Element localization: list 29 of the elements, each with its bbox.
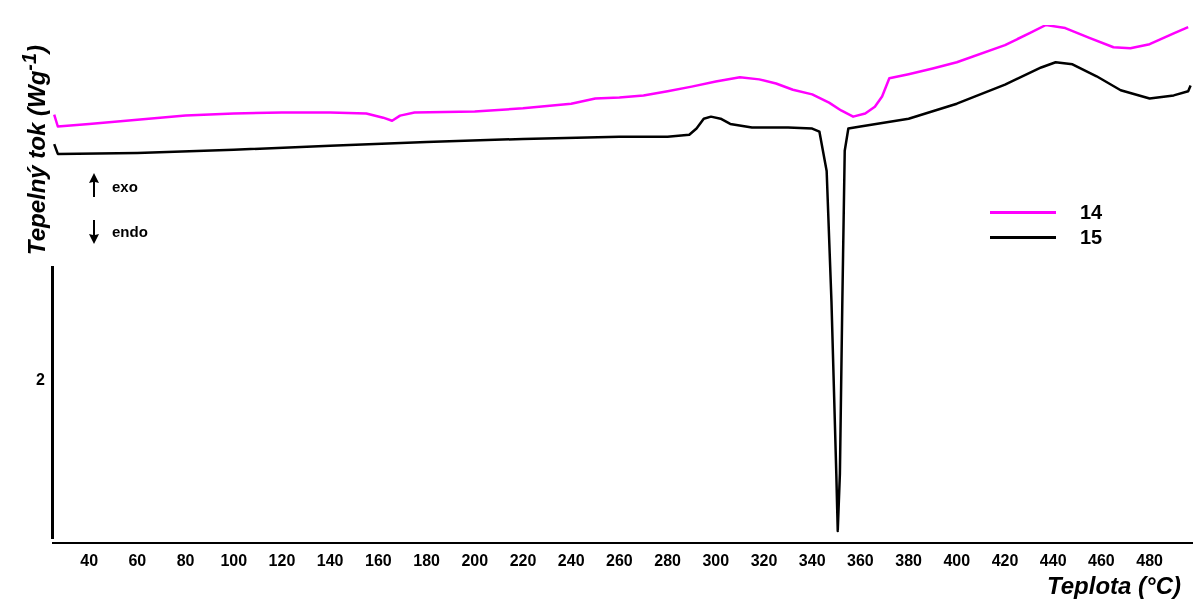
x-tick-label: 220 (509, 551, 537, 569)
x-tick-label: 240 (557, 551, 585, 569)
x-tick-label: 460 (1088, 551, 1115, 569)
x-tick-label: 280 (654, 551, 682, 569)
x-tick-label: 440 (1039, 551, 1067, 569)
x-tick-label: 420 (991, 551, 1019, 569)
x-tick-label: 40 (80, 551, 99, 569)
x-tick-label: 360 (847, 551, 874, 569)
x-tick-label: 380 (895, 551, 923, 569)
x-tick-label: 300 (702, 551, 730, 569)
legend-label: 14 (1080, 201, 1103, 224)
x-axis-title: Teplota (°C) (1046, 572, 1181, 600)
x-tick-label: 400 (943, 551, 971, 569)
x-tick-label: 60 (128, 551, 147, 569)
annotation: exo (112, 178, 138, 195)
x-tick-label: 200 (461, 551, 489, 569)
x-tick-label: 160 (365, 551, 392, 569)
x-tick-label: 180 (413, 551, 441, 569)
x-tick-label: 120 (268, 551, 296, 569)
legend-label: 15 (1080, 226, 1103, 249)
x-tick-label: 260 (606, 551, 633, 569)
text: 2 (36, 371, 45, 389)
x-tick-label: 80 (176, 551, 195, 569)
x-tick-label: 140 (316, 551, 344, 569)
annotation: endo (112, 223, 148, 240)
x-tick-label: 480 (1136, 551, 1164, 569)
x-tick-label: 340 (798, 551, 826, 569)
x-tick-label: 100 (220, 551, 248, 569)
x-tick-label: 320 (750, 551, 778, 569)
